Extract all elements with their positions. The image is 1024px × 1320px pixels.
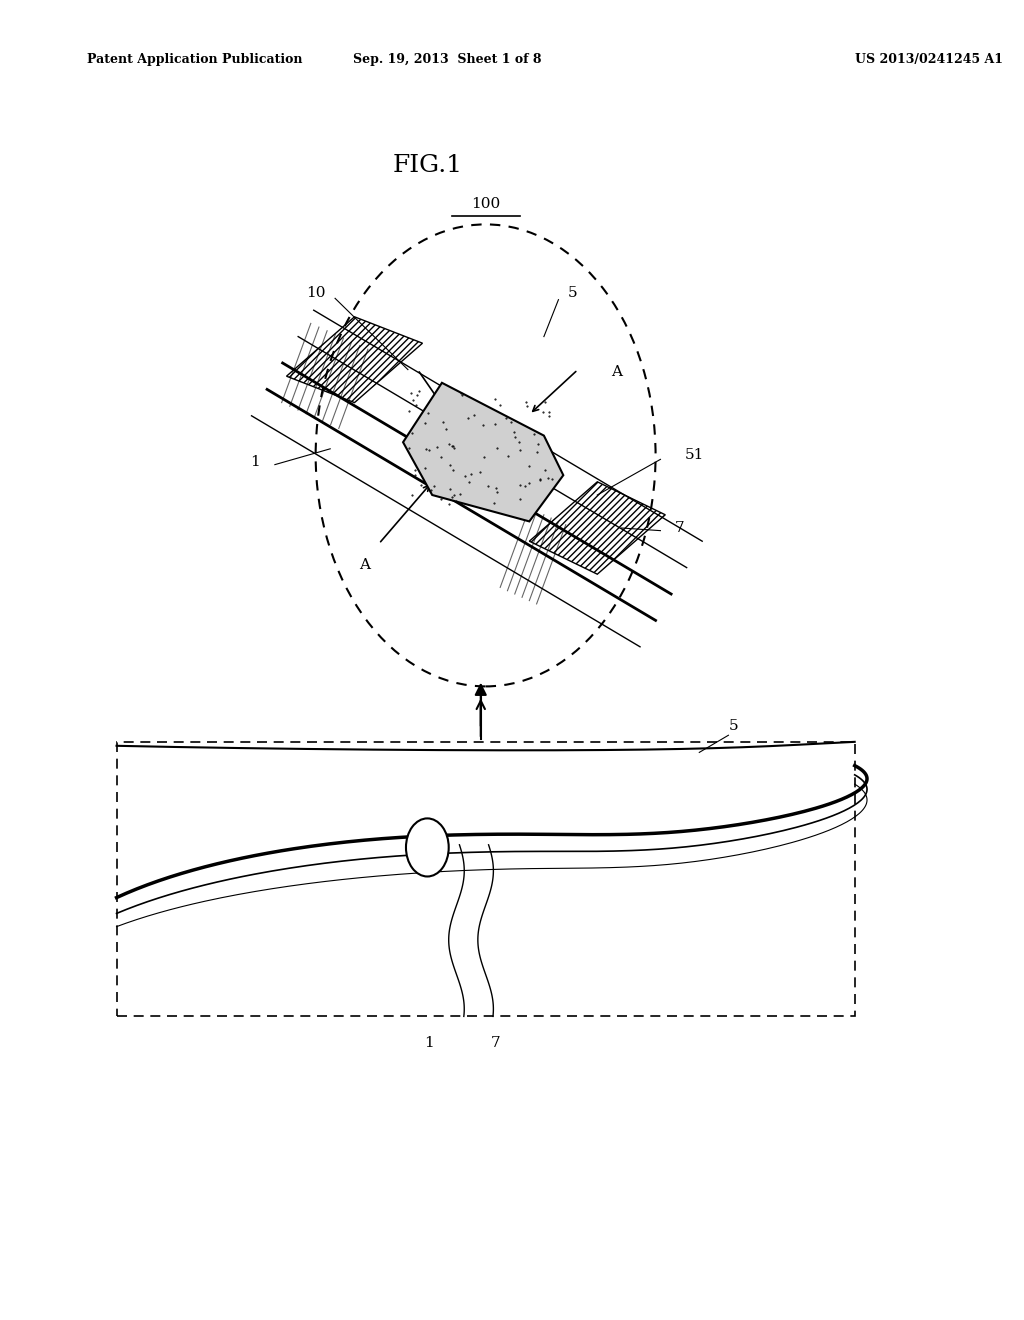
Text: 5: 5 (728, 719, 738, 733)
Text: 100: 100 (471, 197, 501, 211)
Polygon shape (403, 383, 563, 521)
Text: 51: 51 (685, 449, 705, 462)
Text: FIG.1: FIG.1 (392, 153, 463, 177)
Text: A: A (611, 366, 623, 379)
Text: 5: 5 (568, 286, 578, 300)
Text: A: A (358, 558, 370, 572)
Bar (117, 742, 855, 1016)
Text: 7: 7 (490, 1036, 500, 1049)
Text: 1: 1 (251, 455, 260, 469)
Circle shape (406, 818, 449, 876)
Text: 1: 1 (424, 1036, 434, 1049)
Text: US 2013/0241245 A1: US 2013/0241245 A1 (855, 53, 1002, 66)
Text: Patent Application Publication: Patent Application Publication (87, 53, 303, 66)
Text: 10: 10 (306, 286, 326, 300)
Text: Sep. 19, 2013  Sheet 1 of 8: Sep. 19, 2013 Sheet 1 of 8 (352, 53, 541, 66)
Text: 7: 7 (675, 521, 685, 535)
